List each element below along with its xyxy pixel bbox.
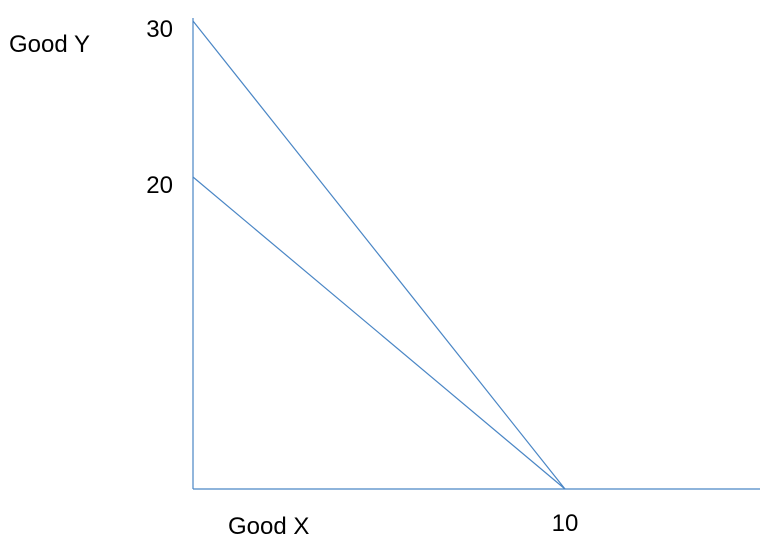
- y-tick-label-20: 20: [146, 172, 173, 199]
- budget-line-1: [192, 20, 566, 490]
- x-tick-label-10: 10: [552, 510, 579, 537]
- budget-line-2: [192, 176, 566, 490]
- series-layer: [192, 20, 566, 490]
- y-tick-label-30: 30: [146, 16, 173, 43]
- tick-label-layer: 30 20 10: [146, 16, 578, 537]
- x-axis-label: Good X: [228, 513, 309, 538]
- y-axis-label: Good Y: [9, 31, 90, 58]
